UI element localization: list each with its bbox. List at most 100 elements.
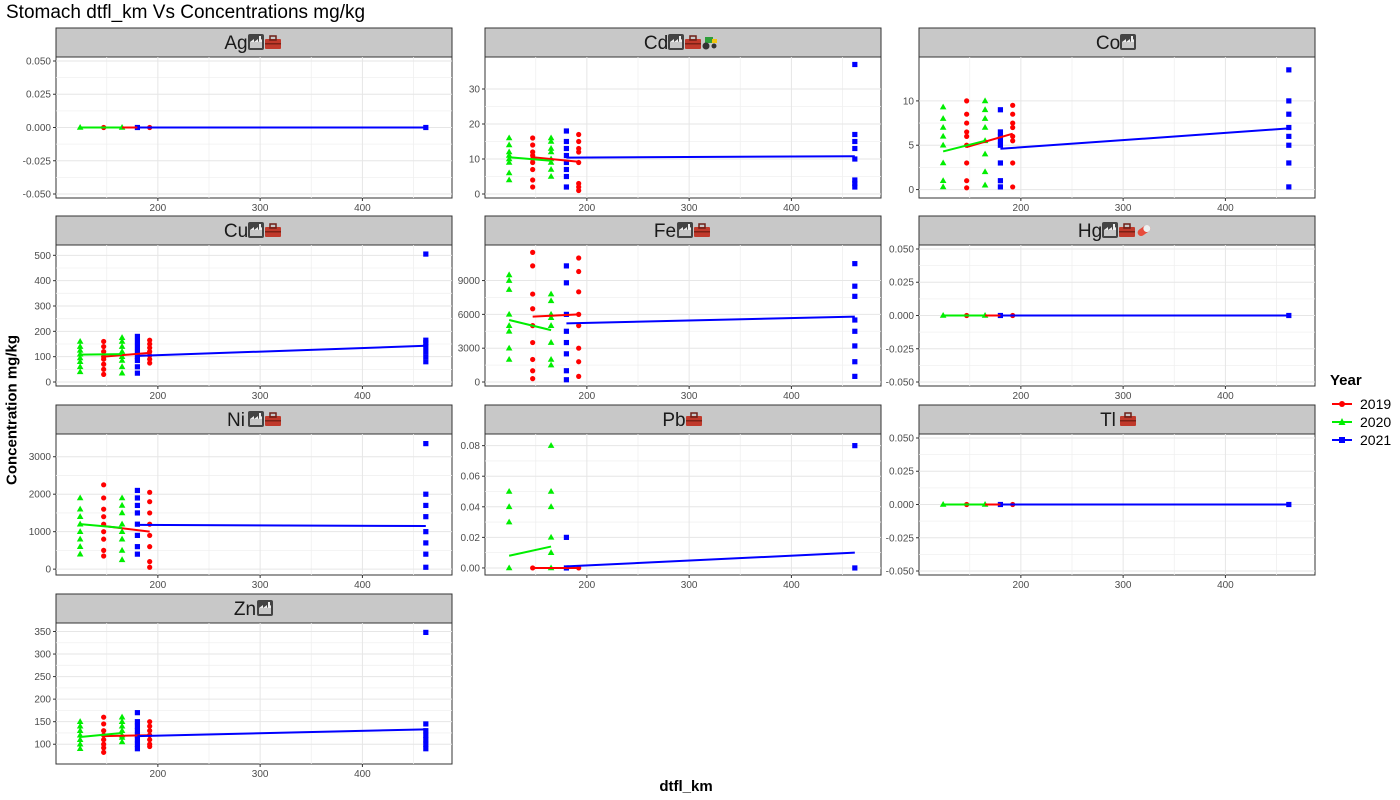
data-point-2021 [1286,124,1292,131]
data-point-2021 [423,441,429,447]
facet-panel-pb: Pb 0.00 0.02 0.04 0.06 0.08 200 300 400 [461,404,882,591]
trend-line-2021 [566,315,855,325]
data-point-2019 [530,356,536,363]
data-point-2021 [134,532,141,539]
data-point-2019 [101,749,107,755]
y-tick-label: 200 [34,327,51,338]
data-point-2019 [147,737,153,743]
data-point-2019 [1010,102,1016,108]
data-point-2021 [563,138,570,145]
tractor-icon [702,37,717,50]
data-point-2021 [134,741,141,747]
y-tick-label: 0 [474,378,480,389]
data-point-2021 [997,160,1004,166]
data-point-2019 [101,728,107,734]
data-point-2021 [852,156,858,162]
factory-icon [1120,34,1136,50]
toolbox-icon [265,412,281,426]
trend-line-2020 [508,319,552,332]
trend-line-2019 [103,351,150,358]
y-tick-label: 0 [474,190,480,201]
x-tick-label: 400 [1217,580,1234,591]
data-point-2021 [423,491,429,497]
data-point-2021 [134,343,141,350]
data-point-2019 [147,489,153,495]
y-tick-label: 0 [45,565,51,576]
data-point-2020 [505,322,513,328]
data-point-2019 [576,180,582,187]
data-point-2020 [939,124,947,130]
data-point-2019 [1010,124,1016,131]
data-point-2020 [939,103,947,110]
data-point-2019 [1010,120,1016,126]
data-point-2019 [101,366,107,372]
y-tick-label: 3000 [29,452,52,463]
trend-line-2021 [1000,127,1289,150]
data-point-2020 [547,361,555,368]
data-point-2019 [530,249,536,255]
data-point-2021 [134,551,141,557]
data-point-2021 [997,142,1004,148]
data-point-2020 [505,277,513,283]
data-point-2020 [547,297,555,304]
data-point-2019 [530,306,536,312]
y-tick-label: 0.00 [461,563,481,574]
data-point-2021 [1286,184,1292,190]
facet-label: Fe [654,221,676,242]
y-tick-label: 500 [34,251,51,262]
y-tick-label: 6000 [458,310,481,321]
data-point-2019 [147,356,153,362]
x-tick-label: 200 [1013,391,1030,402]
y-tick-label: 10 [469,155,481,166]
facet-label: Hg [1078,221,1102,242]
legend-label-2020: 2020 [1360,414,1392,430]
x-tick-label: 300 [1115,580,1132,591]
data-point-2020 [76,346,84,353]
data-point-2021 [997,178,1004,184]
data-point-2019 [576,359,582,365]
toolbox-icon [265,223,281,237]
facet-panel-ni: Ni 0 1000 2000 3000 200 300 400 [29,404,453,591]
data-point-2020 [76,354,84,361]
data-point-2021 [134,349,141,355]
y-tick-label: -0.025 [886,344,915,355]
data-point-2020 [118,369,126,376]
data-point-2019 [530,135,536,141]
data-point-2019 [101,721,107,727]
data-point-2020 [505,327,513,334]
legend: Year 2019 2020 2021 [1330,372,1391,449]
data-point-2021 [852,328,858,334]
data-point-2021 [134,487,141,494]
data-point-2019 [576,268,582,275]
data-point-2020 [505,503,513,510]
data-point-2021 [1286,111,1292,117]
data-point-2021 [563,128,570,134]
data-point-2021 [134,521,141,527]
data-point-2019 [101,371,107,378]
y-tick-label: -0.050 [23,190,52,201]
data-point-2020 [505,169,513,176]
data-point-2021 [423,540,429,546]
x-tick-label: 300 [681,203,698,214]
data-point-2019 [530,177,536,183]
data-point-2019 [101,495,107,501]
x-tick-label: 200 [1013,203,1030,214]
data-point-2021 [423,732,429,738]
data-point-2019 [530,291,536,297]
data-point-2021 [852,145,858,152]
data-point-2019 [101,514,107,520]
factory-icon [1102,222,1118,238]
data-point-2020 [939,115,947,121]
data-point-2020 [118,343,126,349]
data-point-2020 [505,286,513,292]
data-point-2021 [852,61,858,68]
x-tick-label: 400 [354,769,371,780]
data-point-2019 [101,714,107,720]
data-point-2019 [147,510,153,516]
data-point-2021 [423,737,429,743]
data-point-2021 [134,495,141,501]
y-tick-label: 0.06 [461,472,481,483]
data-point-2020 [547,488,555,494]
facet-label: Tl [1100,410,1116,431]
data-point-2019 [101,745,107,751]
